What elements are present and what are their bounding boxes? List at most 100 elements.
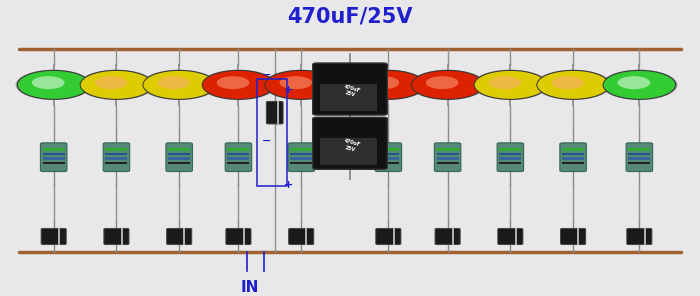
Text: 470uF
25V: 470uF 25V <box>342 138 361 153</box>
Bar <box>43 149 64 151</box>
Bar <box>290 149 312 151</box>
FancyBboxPatch shape <box>103 143 130 171</box>
Bar <box>106 162 127 164</box>
FancyBboxPatch shape <box>225 143 252 171</box>
Text: −: − <box>262 70 271 80</box>
FancyBboxPatch shape <box>226 229 251 244</box>
Circle shape <box>158 76 190 89</box>
FancyBboxPatch shape <box>626 229 652 244</box>
Text: +: + <box>284 180 293 190</box>
FancyBboxPatch shape <box>375 143 402 171</box>
Bar <box>499 157 522 160</box>
Bar <box>290 157 312 160</box>
Circle shape <box>352 70 425 99</box>
Circle shape <box>80 70 153 99</box>
Text: +: + <box>284 86 293 95</box>
Circle shape <box>535 70 611 100</box>
FancyBboxPatch shape <box>626 143 652 171</box>
Bar <box>43 162 64 164</box>
Bar <box>437 153 459 155</box>
Circle shape <box>94 76 127 89</box>
Bar <box>43 157 64 160</box>
Bar <box>377 157 399 160</box>
FancyBboxPatch shape <box>497 143 524 171</box>
Circle shape <box>489 76 522 89</box>
Circle shape <box>552 76 584 89</box>
Circle shape <box>367 76 399 89</box>
Bar <box>377 153 399 155</box>
Bar <box>168 153 190 155</box>
Circle shape <box>412 70 484 99</box>
FancyBboxPatch shape <box>41 143 67 171</box>
Bar <box>228 162 249 164</box>
Circle shape <box>32 76 64 89</box>
FancyBboxPatch shape <box>435 143 461 171</box>
Bar <box>562 162 584 164</box>
Bar <box>562 157 584 160</box>
Circle shape <box>426 76 458 89</box>
Circle shape <box>537 70 610 99</box>
FancyBboxPatch shape <box>321 138 377 165</box>
Bar <box>377 162 399 164</box>
Circle shape <box>473 70 548 100</box>
Bar <box>629 157 650 160</box>
Text: −: − <box>262 136 271 146</box>
Bar <box>228 149 249 151</box>
FancyBboxPatch shape <box>166 143 193 171</box>
Text: IN: IN <box>241 280 260 295</box>
Bar <box>629 162 650 164</box>
Bar <box>562 149 584 151</box>
Bar <box>499 149 522 151</box>
Bar <box>499 153 522 155</box>
Circle shape <box>78 70 155 100</box>
Bar <box>106 153 127 155</box>
FancyBboxPatch shape <box>41 229 66 244</box>
Bar <box>437 162 459 164</box>
Bar <box>377 149 399 151</box>
FancyBboxPatch shape <box>313 63 387 115</box>
Bar <box>43 153 64 155</box>
Circle shape <box>279 76 312 89</box>
Bar <box>168 157 190 160</box>
Circle shape <box>217 76 249 89</box>
Bar <box>290 162 312 164</box>
Circle shape <box>601 70 678 100</box>
Bar <box>106 149 127 151</box>
Circle shape <box>141 70 217 100</box>
Circle shape <box>603 70 676 99</box>
Circle shape <box>265 70 337 99</box>
Circle shape <box>474 70 547 99</box>
Text: 470uF
25V: 470uF 25V <box>342 84 361 99</box>
FancyBboxPatch shape <box>288 143 314 171</box>
Circle shape <box>202 70 274 99</box>
Bar <box>499 162 522 164</box>
Circle shape <box>350 70 426 100</box>
Circle shape <box>410 70 486 100</box>
Circle shape <box>617 76 650 89</box>
FancyBboxPatch shape <box>104 229 129 244</box>
Bar <box>562 153 584 155</box>
Bar <box>106 157 127 160</box>
Bar <box>437 149 459 151</box>
Bar <box>168 149 190 151</box>
Bar <box>228 157 249 160</box>
Bar <box>168 162 190 164</box>
Bar <box>629 149 650 151</box>
FancyBboxPatch shape <box>167 229 192 244</box>
FancyBboxPatch shape <box>498 229 523 244</box>
FancyBboxPatch shape <box>560 143 587 171</box>
FancyBboxPatch shape <box>376 229 401 244</box>
FancyBboxPatch shape <box>313 117 387 169</box>
Circle shape <box>200 70 276 100</box>
Bar <box>228 153 249 155</box>
FancyBboxPatch shape <box>561 229 586 244</box>
Circle shape <box>15 70 92 100</box>
Text: 470uF/25V: 470uF/25V <box>287 7 413 27</box>
FancyBboxPatch shape <box>288 229 314 244</box>
FancyBboxPatch shape <box>435 229 460 244</box>
Bar <box>629 153 650 155</box>
Circle shape <box>18 70 90 99</box>
FancyBboxPatch shape <box>266 102 283 124</box>
FancyBboxPatch shape <box>321 84 377 111</box>
Circle shape <box>263 70 340 100</box>
